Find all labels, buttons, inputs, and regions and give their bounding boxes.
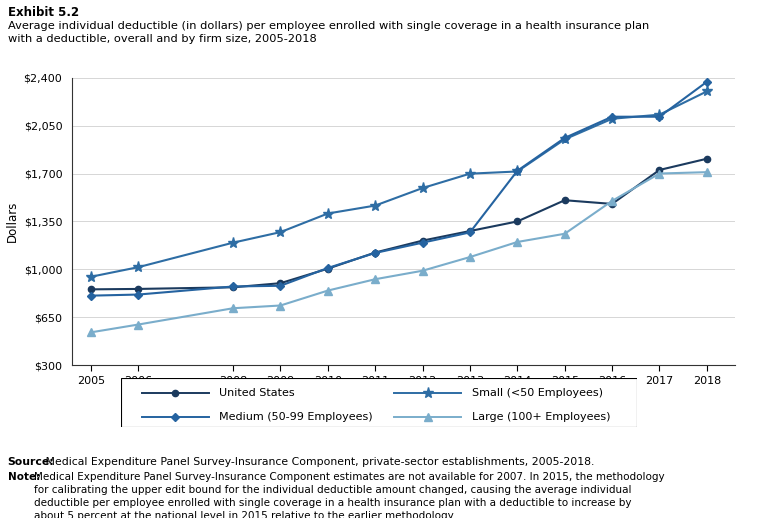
Text: United States: United States — [219, 388, 295, 398]
Text: Medical Expenditure Panel Survey-Insurance Component, private-sector establishme: Medical Expenditure Panel Survey-Insuran… — [42, 457, 594, 467]
Y-axis label: Dollars: Dollars — [6, 201, 20, 242]
Text: with a deductible, overall and by firm size, 2005-2018: with a deductible, overall and by firm s… — [8, 34, 316, 44]
Text: Source:: Source: — [8, 457, 55, 467]
Text: Large (100+ Employees): Large (100+ Employees) — [471, 411, 610, 422]
Text: Exhibit 5.2: Exhibit 5.2 — [8, 6, 79, 19]
Text: Medical Expenditure Panel Survey-Insurance Component estimates are not available: Medical Expenditure Panel Survey-Insuran… — [34, 472, 665, 518]
Text: Average individual deductible (in dollars) per employee enrolled with single cov: Average individual deductible (in dollar… — [8, 21, 649, 31]
Text: Medium (50-99 Employees): Medium (50-99 Employees) — [219, 411, 373, 422]
Text: Small (<50 Employees): Small (<50 Employees) — [471, 388, 603, 398]
Text: Note:: Note: — [8, 472, 40, 482]
FancyBboxPatch shape — [121, 378, 637, 427]
